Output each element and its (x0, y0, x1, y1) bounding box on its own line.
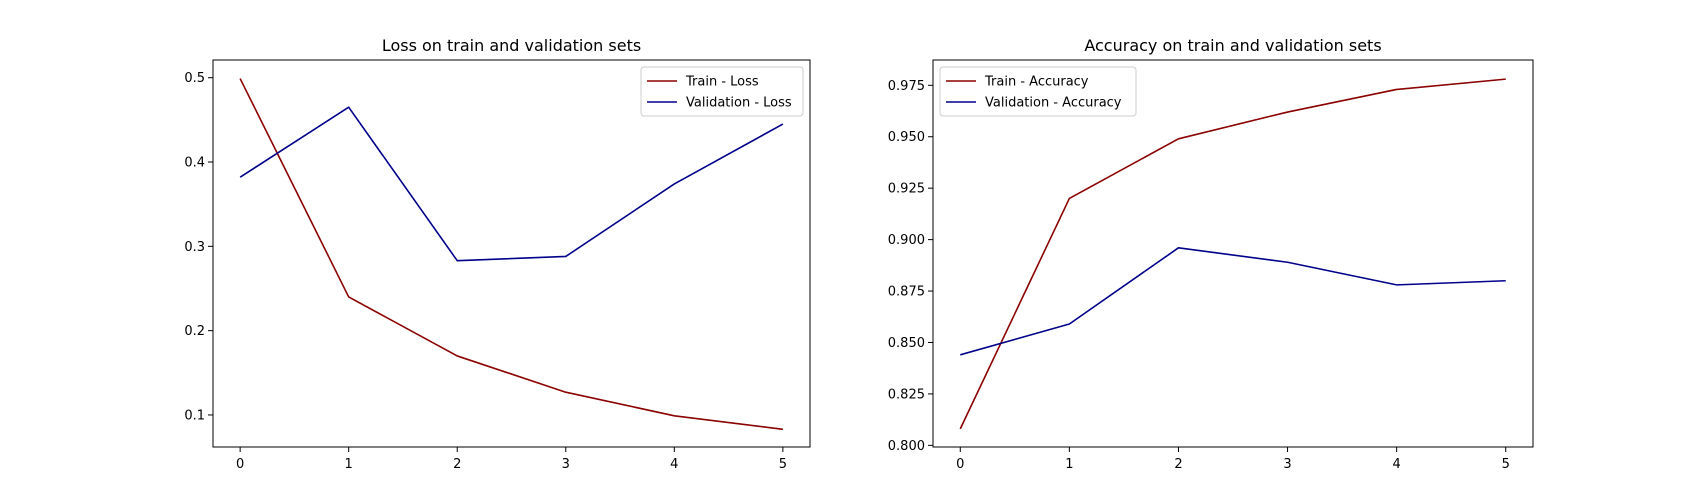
plot-frame (932, 59, 1534, 448)
x-tick-label: 1 (1065, 457, 1073, 472)
y-tick-label: 0.800 (888, 439, 925, 454)
legend-label: Validation - Loss (686, 96, 792, 111)
y-tick-label: 0.825 (888, 387, 925, 402)
x-tick-label: 0 (956, 457, 964, 472)
x-tick-label: 5 (1502, 457, 1510, 472)
x-tick-label: 2 (453, 457, 461, 472)
x-tick-label: 4 (670, 457, 678, 472)
y-tick-label: 0.2 (184, 324, 205, 339)
y-tick-label: 0.950 (888, 130, 925, 145)
y-tick-label: 0.1 (184, 408, 205, 423)
legend: Train - Loss Validation - Loss (640, 66, 804, 117)
x-tick-label: 3 (562, 457, 570, 472)
y-tick-label: 0.900 (888, 233, 925, 248)
x-tick-label: 0 (236, 457, 244, 472)
y-tick-label: 0.4 (184, 156, 205, 171)
chart-title: Accuracy on train and validation sets (1084, 36, 1381, 55)
series-line-validation-loss (239, 106, 784, 262)
y-tick-label: 0.925 (888, 182, 925, 197)
chart-accuracy: Accuracy on train and validation sets 0 1 2… (888, 36, 1534, 472)
plot-frame (212, 59, 811, 448)
x-tick-label: 5 (779, 457, 787, 472)
series-line-train-accuracy (959, 78, 1506, 430)
legend: Train - Accuracy Validation - Accuracy (939, 66, 1137, 117)
chart-title: Loss on train and validation sets (382, 36, 641, 55)
x-tick-label: 1 (345, 457, 353, 472)
legend-label: Train - Accuracy (984, 75, 1089, 90)
y-tick-label: 0.3 (184, 240, 205, 255)
x-tick-label: 3 (1283, 457, 1291, 472)
legend-label: Train - Loss (685, 75, 759, 90)
x-tick-label: 2 (1174, 457, 1182, 472)
series-line-train-loss (239, 78, 783, 431)
series-line-validation-accuracy (960, 247, 1506, 356)
x-tick-label: 4 (1392, 457, 1400, 472)
legend-box (640, 66, 804, 117)
y-tick-label: 0.975 (888, 79, 925, 94)
legend-label: Validation - Accuracy (985, 96, 1122, 111)
legend-box (939, 66, 1137, 117)
chart-loss: Loss on train and validation sets 0 1 2 3 4 5 0… (184, 36, 811, 472)
y-tick-label: 0.875 (888, 285, 925, 300)
y-tick-label: 0.5 (184, 71, 205, 86)
y-tick-label: 0.850 (888, 336, 925, 351)
